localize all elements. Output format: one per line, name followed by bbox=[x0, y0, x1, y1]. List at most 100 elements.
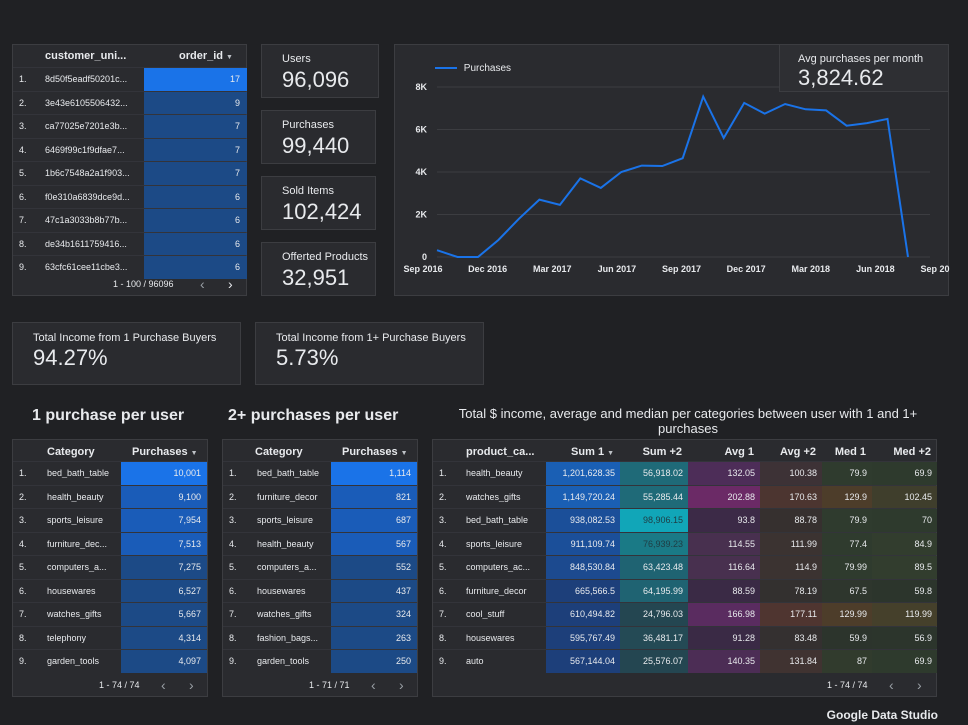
heat-cell bbox=[546, 485, 620, 508]
table-row[interactable]: 3. ca77025e7201e3b... 7 bbox=[13, 114, 247, 138]
pager: 1 - 100 / 96096 ‹ › bbox=[113, 276, 243, 292]
table-row[interactable]: 3. bed_bath_table 938,082.53 98,906.15 93.8 8… bbox=[433, 508, 937, 532]
heat-cell bbox=[872, 626, 937, 649]
x-tick-label: Mar 2018 bbox=[791, 264, 830, 274]
table-row[interactable]: 9. garden_tools 250 bbox=[223, 649, 417, 673]
col-category-header[interactable]: product_ca... bbox=[466, 446, 535, 458]
table-row[interactable]: 4. 6469f99c1f9dfae7... 7 bbox=[13, 137, 247, 161]
cell-s1: 938,082.53 bbox=[569, 515, 615, 525]
table-row[interactable]: 2. health_beauty 9,100 bbox=[13, 484, 207, 508]
table-row[interactable]: 7. watches_gifts 5,667 bbox=[13, 602, 207, 626]
cell-m1: 79.99 bbox=[844, 562, 867, 572]
table-row[interactable]: 6. f0e310a6839dce9d... 6 bbox=[13, 184, 247, 208]
sort-desc-icon: ▼ bbox=[226, 54, 233, 61]
table-row[interactable]: 6. housewares 6,527 bbox=[13, 578, 207, 602]
table-row[interactable]: 7. cool_stuff 610,494.82 24,796.03 166.98 177… bbox=[433, 602, 937, 626]
table-row[interactable]: 8. telephony 4,314 bbox=[13, 625, 207, 649]
col-sum1-header[interactable]: Sum 1 ▼ bbox=[546, 446, 614, 458]
table-row[interactable]: 6. furniture_decor 665,566.5 64,195.99 88.59… bbox=[433, 578, 937, 602]
row-number: 2. bbox=[19, 97, 27, 108]
heat-cell bbox=[688, 556, 760, 579]
row-number: 3. bbox=[229, 515, 237, 525]
next-page-icon[interactable]: › bbox=[228, 276, 233, 292]
col-order-header[interactable]: order_id ▼ bbox=[179, 50, 233, 62]
purchases-value: 7,513 bbox=[178, 538, 201, 549]
table-row[interactable]: 7. watches_gifts 324 bbox=[223, 602, 417, 626]
table-row[interactable]: 5. 1b6c7548a2a1f903... 7 bbox=[13, 161, 247, 185]
order-count-bar bbox=[144, 162, 247, 185]
cell-m2: 84.9 bbox=[914, 538, 932, 549]
table-row[interactable]: 9. 63cfc61cee11cbe3... 6 bbox=[13, 255, 247, 279]
table-row[interactable]: 6. housewares 437 bbox=[223, 578, 417, 602]
cell-s2: 56,918.02 bbox=[642, 468, 683, 478]
category-name: health_beauty bbox=[257, 538, 314, 549]
table-row[interactable]: 8. de34b1611759416... 6 bbox=[13, 231, 247, 255]
col-category-header[interactable]: Category bbox=[255, 446, 303, 458]
col-avg1-header[interactable]: Avg 1 bbox=[724, 446, 754, 458]
header-label: Sum 1 bbox=[571, 446, 605, 458]
table-row[interactable]: 1. 8d50f5eadf50201c... 17 bbox=[13, 67, 247, 91]
order-count: 6 bbox=[234, 191, 240, 202]
heat-cell bbox=[760, 462, 822, 485]
purchases-bar bbox=[331, 626, 417, 649]
col-med2-header[interactable]: Med +2 bbox=[893, 446, 931, 458]
table-row[interactable]: 2. 3e43e6105506432... 9 bbox=[13, 90, 247, 114]
category-name: bed_bath_table bbox=[257, 468, 320, 478]
cell-c: furniture_decor bbox=[466, 585, 527, 596]
row-number: 4. bbox=[19, 144, 27, 155]
category-name: computers_a... bbox=[257, 562, 317, 572]
prev-page-icon[interactable]: ‹ bbox=[161, 677, 166, 693]
prev-page-icon[interactable]: ‹ bbox=[371, 677, 376, 693]
kpi-purchases: Purchases 99,440 bbox=[261, 110, 376, 164]
table-row[interactable]: 2. furniture_decor 821 bbox=[223, 484, 417, 508]
cell-a2: 170.63 bbox=[789, 491, 817, 502]
pager-label: 1 - 74 / 74 bbox=[827, 680, 868, 690]
purchases-bar bbox=[121, 579, 207, 602]
table-row[interactable]: 9. garden_tools 4,097 bbox=[13, 649, 207, 673]
col-avg2-header[interactable]: Avg +2 bbox=[780, 446, 816, 458]
col-med1-header[interactable]: Med 1 bbox=[834, 446, 866, 458]
heat-cell bbox=[872, 556, 937, 579]
heat-cell bbox=[872, 462, 937, 485]
table-row[interactable]: 5. computers_a... 552 bbox=[223, 555, 417, 579]
row-number: 1. bbox=[19, 468, 27, 478]
cell-s2: 64,195.99 bbox=[642, 585, 683, 596]
table-row[interactable]: 1. bed_bath_table 10,001 bbox=[13, 461, 207, 485]
table-row[interactable]: 5. computers_a... 7,275 bbox=[13, 555, 207, 579]
next-page-icon[interactable]: › bbox=[189, 677, 194, 693]
table-row[interactable]: 4. sports_leisure 911,109.74 76,939.23 114.5… bbox=[433, 531, 937, 555]
cell-s1: 848,530.84 bbox=[569, 562, 615, 572]
col-purchases-header[interactable]: Purchases ▼ bbox=[342, 446, 408, 458]
heat-cell bbox=[688, 532, 760, 555]
table-row[interactable]: 1. health_beauty 1,201,628.35 56,918.02 132.… bbox=[433, 461, 937, 485]
prev-page-icon[interactable]: ‹ bbox=[200, 276, 205, 292]
table-row[interactable]: 5. computers_ac... 848,530.84 63,423.48 116.… bbox=[433, 555, 937, 579]
heat-cell bbox=[760, 532, 822, 555]
prev-page-icon[interactable]: ‹ bbox=[889, 677, 894, 693]
table-row[interactable]: 4. furniture_dec... 7,513 bbox=[13, 531, 207, 555]
col-category-header[interactable]: Category bbox=[47, 446, 95, 458]
col-customer-header[interactable]: customer_uni... bbox=[45, 50, 127, 62]
table-row[interactable]: 3. sports_leisure 7,954 bbox=[13, 508, 207, 532]
table-row[interactable]: 4. health_beauty 567 bbox=[223, 531, 417, 555]
heat-cell bbox=[620, 485, 688, 508]
income-by-category-table: product_ca... Sum 1 ▼ Sum +2 Avg 1 Avg +2 Med … bbox=[432, 439, 937, 697]
col-purchases-header[interactable]: Purchases ▼ bbox=[132, 446, 198, 458]
cell-s2: 63,423.48 bbox=[642, 562, 683, 572]
table-row[interactable]: 2. watches_gifts 1,149,720.24 55,285.44 202.… bbox=[433, 484, 937, 508]
next-page-icon[interactable]: › bbox=[917, 677, 922, 693]
table-row[interactable]: 7. 47c1a3033b8b77b... 6 bbox=[13, 208, 247, 232]
category-name: bed_bath_table bbox=[47, 468, 110, 478]
next-page-icon[interactable]: › bbox=[399, 677, 404, 693]
category-name: housewares bbox=[257, 585, 306, 596]
table-row[interactable]: 3. sports_leisure 687 bbox=[223, 508, 417, 532]
table-row[interactable]: 9. auto 567,144.04 25,576.07 140.35 131.84 87 6… bbox=[433, 649, 937, 673]
table-row[interactable]: 8. fashion_bags... 263 bbox=[223, 625, 417, 649]
kpi-value: 96,096 bbox=[282, 67, 350, 92]
kpi-label: Avg purchases per month bbox=[798, 53, 924, 65]
table-row[interactable]: 8. housewares 595,767.49 36,481.17 91.28 83.4… bbox=[433, 625, 937, 649]
order-count: 6 bbox=[234, 215, 240, 225]
table-row[interactable]: 1. bed_bath_table 1,114 bbox=[223, 461, 417, 485]
col-sum2-header[interactable]: Sum +2 bbox=[642, 446, 682, 458]
cell-m2: 119.99 bbox=[905, 609, 932, 619]
